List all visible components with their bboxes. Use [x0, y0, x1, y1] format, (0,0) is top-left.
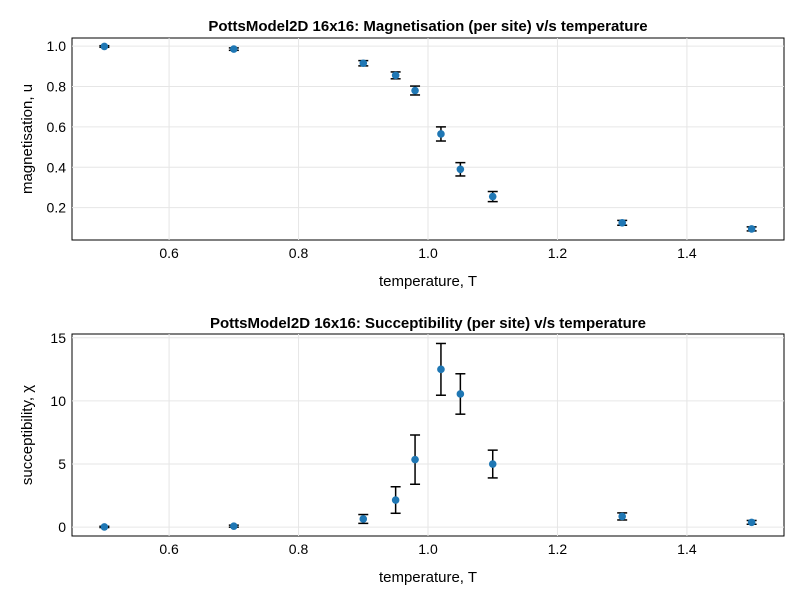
magnetisation-data-point-7: [487, 190, 498, 203]
susceptibility-marker: [747, 518, 756, 527]
susceptibility-x-tick-label: 0.8: [289, 541, 309, 557]
magnetisation-x-tick-label: 1.2: [548, 245, 568, 261]
magnetisation-data-point-8: [617, 219, 628, 227]
magnetisation-grid: [72, 38, 784, 240]
susceptibility-marker: [456, 390, 465, 398]
magnetisation-y-tick-label: 0.2: [47, 200, 67, 216]
susceptibility-data-point-3: [390, 486, 401, 515]
susceptibility-marker: [411, 455, 419, 464]
magnetisation-y-tick-label: 0.4: [47, 159, 67, 175]
susceptibility-data-point-8: [617, 512, 628, 521]
magnetisation-marker: [100, 42, 109, 51]
susceptibility-marker: [230, 522, 238, 530]
magnetisation-y-tick-label: 1.0: [47, 38, 67, 54]
susceptibility-x-axis-label: temperature, T: [379, 569, 477, 586]
magnetisation-y-tick-label: 0.6: [47, 119, 67, 135]
susceptibility-data-point-0: [99, 523, 110, 531]
magnetisation-marker: [230, 45, 238, 53]
susceptibility-x-tick-label: 1.0: [418, 541, 438, 557]
magnetisation-chart-title: PottsModel2D 16x16: Magnetisation (per s…: [208, 18, 647, 35]
magnetisation-data-point-4: [410, 85, 421, 96]
magnetisation-panel: 0.6 0.8 1.0 1.2 1.4 0.2 0.4 0.6 0.8 1.0 PottsMode…: [19, 18, 785, 290]
magnetisation-y-tick-label: 0.8: [47, 78, 67, 94]
magnetisation-data-marks: [99, 42, 757, 233]
susceptibility-marker: [618, 512, 626, 521]
magnetisation-x-tick-label: 0.6: [159, 245, 179, 261]
magnetisation-data-point-9: [746, 225, 757, 233]
magnetisation-x-tick-label: 0.8: [289, 245, 309, 261]
magnetisation-x-tick-label: 1.4: [677, 245, 697, 261]
susceptibility-data-point-6: [455, 373, 466, 415]
magnetisation-data-point-2: [358, 59, 369, 68]
magnetisation-marker: [391, 71, 400, 80]
susceptibility-panel: 0.6 0.8 1.0 1.2 1.4 0 5 10 15 PottsModel2D 16x16…: [19, 315, 785, 586]
susceptibility-data-point-7: [487, 449, 498, 479]
susceptibility-data-point-9: [746, 518, 757, 527]
susceptibility-x-tick-label: 1.2: [548, 541, 568, 557]
susceptibility-y-axis-label: succeptibility, χ: [19, 385, 36, 485]
magnetisation-marker: [411, 86, 419, 95]
magnetisation-marker: [488, 192, 497, 201]
susceptibility-y-tick-label: 5: [58, 456, 66, 472]
magnetisation-data-point-0: [99, 42, 110, 51]
magnetisation-y-axis-label: magnetisation, u: [19, 84, 36, 194]
susceptibility-data-point-2: [358, 513, 369, 525]
susceptibility-data-point-4: [410, 434, 421, 485]
susceptibility-x-tick-label: 1.4: [677, 541, 697, 557]
susceptibility-y-tick-label: 10: [50, 393, 66, 409]
susceptibility-ticks: 0.6 0.8 1.0 1.2 1.4 0 5 10 15: [50, 330, 696, 557]
susceptibility-data-point-1: [228, 522, 239, 530]
susceptibility-marker: [437, 365, 445, 374]
magnetisation-data-point-3: [390, 71, 401, 80]
magnetisation-data-point-1: [228, 45, 239, 53]
susceptibility-marker: [359, 515, 368, 523]
susceptibility-marker: [100, 523, 109, 531]
magnetisation-x-tick-label: 1.0: [418, 245, 438, 261]
magnetisation-marker: [456, 165, 465, 174]
susceptibility-chart-title: PottsModel2D 16x16: Succeptibility (per …: [210, 315, 646, 332]
magnetisation-marker: [437, 130, 445, 138]
magnetisation-ticks: 0.6 0.8 1.0 1.2 1.4 0.2 0.4 0.6 0.8 1.0: [47, 38, 697, 261]
magnetisation-marker: [747, 225, 756, 233]
magnetisation-marker: [618, 219, 626, 227]
magnetisation-data-point-6: [455, 161, 466, 177]
susceptibility-x-tick-label: 0.6: [159, 541, 179, 557]
susceptibility-y-tick-label: 0: [58, 519, 66, 535]
susceptibility-grid: [72, 334, 784, 536]
susceptibility-y-tick-label: 15: [50, 330, 66, 346]
susceptibility-marker: [488, 460, 497, 468]
magnetisation-x-axis-label: temperature, T: [379, 273, 477, 290]
magnetisation-data-point-5: [435, 126, 446, 142]
susceptibility-marker: [391, 496, 400, 504]
susceptibility-data-point-5: [435, 342, 446, 396]
susceptibility-data-marks: [99, 342, 757, 531]
magnetisation-marker: [359, 59, 368, 68]
